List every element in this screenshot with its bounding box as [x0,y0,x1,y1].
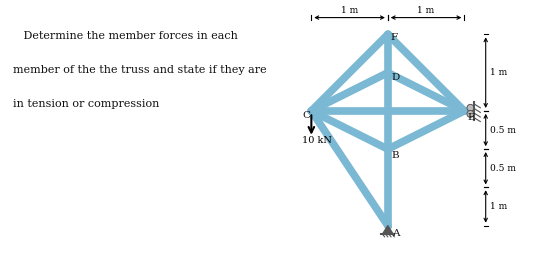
Text: A: A [391,229,399,238]
Text: 1 m: 1 m [417,5,434,15]
Text: 10 kN: 10 kN [302,136,332,145]
Text: member of the the truss and state if they are: member of the the truss and state if the… [13,65,267,75]
Text: 1 m: 1 m [490,68,507,77]
Text: 1 m: 1 m [490,202,507,211]
Text: F: F [390,33,397,42]
Polygon shape [382,226,393,234]
Text: E: E [467,113,475,122]
Text: Determine the member forces in each: Determine the member forces in each [13,31,238,41]
Text: C: C [302,111,310,120]
Circle shape [467,110,474,117]
Text: 0.5 m: 0.5 m [490,126,516,134]
Text: 1 m: 1 m [341,5,358,15]
Text: in tension or compression: in tension or compression [13,99,160,109]
Text: B: B [391,151,400,160]
Text: 0.5 m: 0.5 m [490,164,516,173]
Text: D: D [391,73,400,82]
Circle shape [467,104,474,111]
